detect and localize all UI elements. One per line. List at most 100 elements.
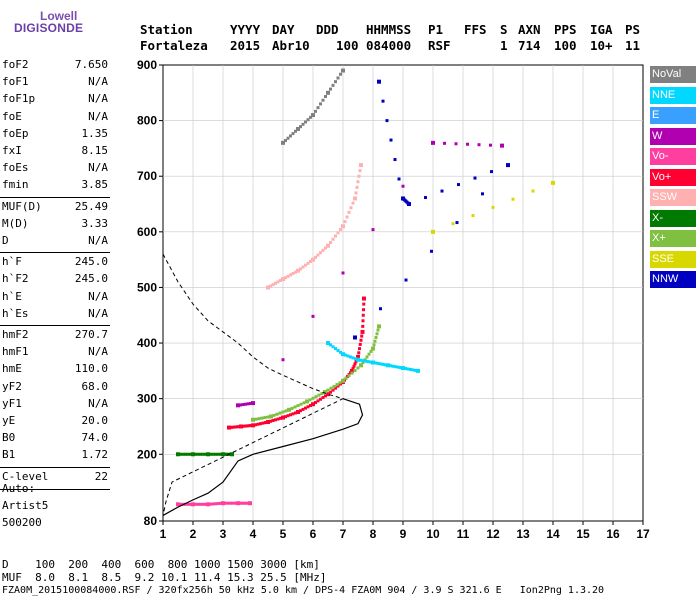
param-row: C-level 22 [2, 470, 108, 486]
data-point [490, 170, 493, 174]
param-value: N/A [88, 161, 108, 175]
header-cell: Abr10 [272, 38, 310, 53]
data-point [281, 277, 285, 282]
series-3rd-hop-noval- [281, 68, 345, 145]
legend-item: W [650, 127, 696, 145]
data-point [211, 452, 215, 456]
data-point [281, 415, 285, 420]
data-point [184, 502, 187, 506]
data-point [204, 502, 207, 506]
x-tick-label: 16 [606, 527, 620, 541]
data-point [394, 365, 397, 369]
data-point [414, 368, 417, 372]
data-point [331, 388, 335, 392]
panel-separator [0, 325, 110, 326]
legend-item: Vo+ [650, 168, 696, 186]
param-label: D [2, 234, 9, 247]
data-point [179, 452, 182, 456]
data-point [511, 197, 515, 201]
data-point [244, 501, 248, 505]
data-point [407, 202, 411, 207]
data-point [336, 231, 340, 235]
data-point [240, 501, 244, 505]
x-tick-label: 11 [457, 527, 470, 541]
data-point [477, 143, 481, 147]
param-label: fxI [2, 144, 22, 157]
data-point [293, 405, 297, 409]
data-point [305, 399, 309, 404]
data-point [374, 335, 378, 339]
data-point [286, 274, 290, 278]
x-tick-label: 14 [546, 527, 560, 541]
data-point [353, 335, 357, 340]
data-point [343, 220, 347, 224]
data-point [229, 425, 233, 429]
data-point [361, 361, 365, 365]
logo-digisonde: DIGISONDE [14, 21, 84, 35]
data-point [379, 362, 382, 366]
data-point [347, 374, 351, 378]
data-point [296, 268, 300, 273]
data-point [291, 272, 295, 276]
data-point [186, 502, 190, 506]
param-label: h`E [2, 289, 22, 303]
data-point [239, 403, 242, 407]
data-point [344, 376, 348, 380]
y-tick-label: 900 [137, 58, 157, 72]
data-point [241, 424, 245, 428]
data-point [275, 412, 279, 416]
param-value: N/A [88, 345, 108, 359]
data-point [264, 421, 267, 425]
data-point [351, 367, 355, 371]
y-tick-label: 80 [144, 514, 158, 528]
data-point [296, 404, 300, 408]
param-value: N/A [88, 92, 108, 106]
data-point [299, 409, 302, 413]
legend-item: NNE [650, 86, 696, 104]
auto-artist: Artist5 [2, 499, 49, 512]
param-value: 22 [94, 469, 108, 483]
data-point [226, 501, 230, 505]
data-point [179, 502, 182, 506]
x-tick-label: 7 [340, 527, 347, 541]
data-point [356, 354, 360, 359]
data-point [443, 141, 446, 145]
header-cell: 714 [518, 38, 541, 53]
data-point [299, 267, 302, 271]
data-point [221, 501, 225, 506]
data-point [314, 401, 317, 405]
param-row: hmF2 270.7 [2, 328, 108, 344]
data-point [256, 422, 260, 426]
data-point [336, 348, 340, 352]
data-point [341, 352, 345, 357]
data-point [176, 452, 180, 457]
data-point [353, 196, 357, 201]
data-point [314, 109, 317, 113]
data-point [358, 347, 361, 351]
data-point [353, 362, 357, 366]
param-row: foEs N/A [2, 161, 108, 177]
header-cell: RSF [428, 38, 451, 53]
data-point [326, 392, 330, 397]
data-point [271, 419, 275, 423]
data-point [359, 163, 363, 168]
x-tick-label: 6 [310, 527, 317, 541]
legend-item: SSW [650, 189, 696, 206]
data-point [284, 139, 287, 143]
param-value: 270.7 [74, 328, 108, 341]
header-cell: IGA [590, 22, 613, 37]
data-point [279, 278, 282, 282]
data-point [309, 115, 312, 119]
data-point [304, 263, 307, 267]
data-point [316, 253, 320, 257]
data-point [360, 334, 364, 338]
data-point [238, 501, 242, 505]
data-point [391, 364, 395, 368]
data-point [276, 417, 280, 421]
data-point [290, 406, 294, 410]
data-point [249, 401, 252, 405]
data-point [326, 388, 330, 392]
data-point [341, 224, 345, 229]
data-point [377, 324, 381, 329]
